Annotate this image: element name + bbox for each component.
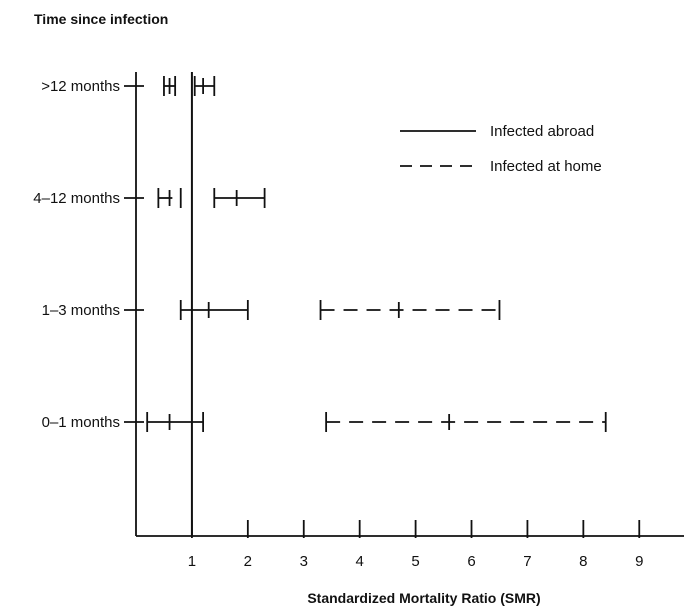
x-tick-label: 6: [467, 553, 475, 570]
chart-title: Time since infection: [34, 11, 168, 27]
x-tick-label: 9: [635, 553, 643, 570]
series-infected-at-home: [157, 76, 607, 432]
y-tick-label: >12 months: [41, 78, 120, 95]
x-tick-label: 7: [523, 553, 531, 570]
legend-label: Infected at home: [490, 158, 602, 175]
legend: Infected abroad Infected at home: [400, 123, 602, 175]
x-tick-label: 4: [356, 553, 364, 570]
x-axis-title: Standardized Mortality Ratio (SMR): [307, 590, 540, 606]
legend-label: Infected abroad: [490, 123, 594, 140]
x-tick-label: 2: [244, 553, 252, 570]
series-layer: [146, 76, 607, 432]
x-tick-label: 3: [300, 553, 308, 570]
y-axis-ticks: >12 months 4–12 months 1–3 months 0–1 month…: [33, 78, 144, 431]
x-axis-ticks: 1 2 3 4 5 6 7 8 9: [188, 520, 643, 570]
y-tick-label: 4–12 months: [33, 190, 120, 207]
x-tick-label: 5: [411, 553, 419, 570]
x-tick-label: 1: [188, 553, 196, 570]
y-tick-label: 0–1 months: [42, 414, 120, 431]
x-tick-label: 8: [579, 553, 587, 570]
series-infected-abroad: [146, 76, 266, 432]
y-tick-label: 1–3 months: [42, 302, 120, 319]
